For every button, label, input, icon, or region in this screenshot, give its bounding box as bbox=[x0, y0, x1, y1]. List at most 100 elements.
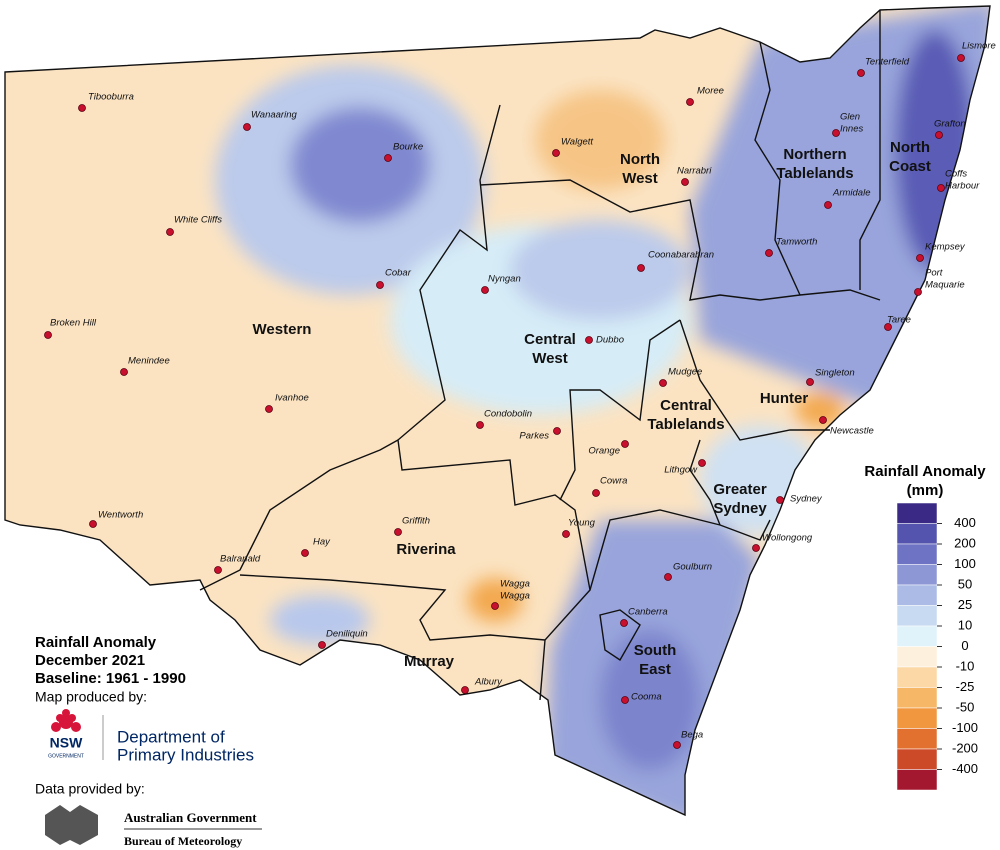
town-label: Balranald bbox=[220, 554, 261, 565]
region-label: Sydney bbox=[713, 500, 767, 517]
legend-label: 400 bbox=[954, 515, 976, 530]
town-dot bbox=[664, 573, 672, 581]
town-dot bbox=[957, 54, 965, 62]
town-label: Condobolin bbox=[484, 409, 532, 420]
town-label: Port bbox=[925, 268, 943, 279]
town-dot bbox=[819, 416, 827, 424]
nsw-text: NSW bbox=[50, 735, 83, 751]
town-label: Dubbo bbox=[596, 335, 624, 346]
town-dot bbox=[461, 686, 469, 694]
town-label: Bourke bbox=[393, 142, 423, 153]
town-label: Orange bbox=[588, 446, 620, 457]
town-label: Mudgee bbox=[668, 367, 702, 378]
town-dot bbox=[301, 549, 309, 557]
town-dot bbox=[806, 378, 814, 386]
town-label: Wentworth bbox=[98, 510, 143, 521]
town-dot bbox=[824, 201, 832, 209]
town-label: Deniliquin bbox=[326, 629, 368, 640]
legend-swatch bbox=[896, 502, 938, 524]
town-dot bbox=[394, 528, 402, 536]
legend-swatch bbox=[896, 646, 938, 668]
town-label: Kempsey bbox=[925, 242, 966, 253]
town-label: Lithgow bbox=[664, 465, 698, 476]
town-label: Ivanhoe bbox=[275, 393, 309, 404]
region-label: Tablelands bbox=[776, 165, 853, 182]
town-label: Tenterfield bbox=[865, 57, 910, 68]
town-label: Armidale bbox=[832, 188, 871, 199]
town-dot bbox=[937, 184, 945, 192]
legend-label: -100 bbox=[952, 720, 978, 735]
legend-label: 200 bbox=[954, 535, 976, 550]
town-label: Harbour bbox=[945, 181, 980, 192]
legend-swatch bbox=[896, 687, 938, 709]
town-dot bbox=[765, 249, 773, 257]
town-label: Maquarie bbox=[925, 280, 965, 291]
town-dot bbox=[44, 331, 52, 339]
legend-label: -25 bbox=[956, 679, 975, 694]
region-borders bbox=[4, 5, 991, 816]
town-dot bbox=[243, 123, 251, 131]
legend-swatch bbox=[896, 625, 938, 647]
town-dot bbox=[318, 641, 326, 649]
town-label: Coffs bbox=[945, 169, 967, 180]
town-dot bbox=[384, 154, 392, 162]
region-label: Coast bbox=[889, 158, 931, 175]
town-label: Sydney bbox=[790, 494, 823, 505]
town-label: Cobar bbox=[385, 268, 412, 279]
town-dot bbox=[659, 379, 667, 387]
town-label: Narrabri bbox=[677, 166, 712, 177]
town-label: Cooma bbox=[631, 692, 662, 703]
town-dot bbox=[120, 368, 128, 376]
region-label: North bbox=[890, 139, 930, 156]
legend-label: -50 bbox=[956, 699, 975, 714]
town-label: Menindee bbox=[128, 356, 170, 367]
town-dot bbox=[686, 98, 694, 106]
town-label: Hay bbox=[313, 537, 331, 548]
caption-line: Rainfall Anomaly bbox=[35, 634, 157, 651]
town-dot bbox=[776, 496, 784, 504]
legend-label: 50 bbox=[958, 576, 972, 591]
data-by: Data provided by: bbox=[35, 781, 145, 797]
produced-by: Map produced by: bbox=[35, 689, 147, 705]
town-dot bbox=[89, 520, 97, 528]
legend-swatch bbox=[896, 666, 938, 688]
town-label: Moree bbox=[697, 86, 724, 97]
town-label: Canberra bbox=[628, 607, 668, 618]
town-dot bbox=[481, 286, 489, 294]
town-label: Walgett bbox=[561, 137, 593, 148]
legend-swatch bbox=[896, 769, 938, 791]
town-dot bbox=[621, 440, 629, 448]
town-dot bbox=[916, 254, 924, 262]
region-label: East bbox=[639, 661, 671, 678]
town-dot bbox=[935, 131, 943, 139]
town-label: Lismore bbox=[962, 41, 996, 52]
town-label: Parkes bbox=[519, 431, 549, 442]
map-labels: Western North West Northern Tablelands North C… bbox=[44, 41, 996, 749]
bom-logo: Australian Government Bureau of Meteorol… bbox=[45, 805, 262, 848]
town-label: Nyngan bbox=[488, 274, 521, 285]
town-label: Coonabarabran bbox=[648, 250, 714, 261]
town-dot bbox=[491, 602, 499, 610]
town-label: Singleton bbox=[815, 368, 855, 379]
legend-label: -400 bbox=[952, 761, 978, 776]
legend-swatch bbox=[896, 543, 938, 565]
legend-swatch bbox=[896, 564, 938, 586]
town-dot bbox=[637, 264, 645, 272]
town-label: Glen bbox=[840, 112, 860, 123]
town-dot bbox=[376, 281, 384, 289]
town-label: Albury bbox=[474, 677, 503, 688]
legend-swatch bbox=[896, 523, 938, 545]
town-label: Wanaaring bbox=[251, 110, 297, 121]
town-label: Grafton bbox=[934, 119, 966, 130]
town-dot bbox=[166, 228, 174, 236]
region-label: North bbox=[620, 151, 660, 168]
region-label: Tablelands bbox=[647, 416, 724, 433]
town-dot bbox=[832, 129, 840, 137]
legend-label: 0 bbox=[961, 638, 968, 653]
region-label: Murray bbox=[404, 653, 455, 670]
legend-swatch bbox=[896, 748, 938, 770]
legend-label: 100 bbox=[954, 556, 976, 571]
bom-government: Australian Government bbox=[124, 810, 257, 825]
